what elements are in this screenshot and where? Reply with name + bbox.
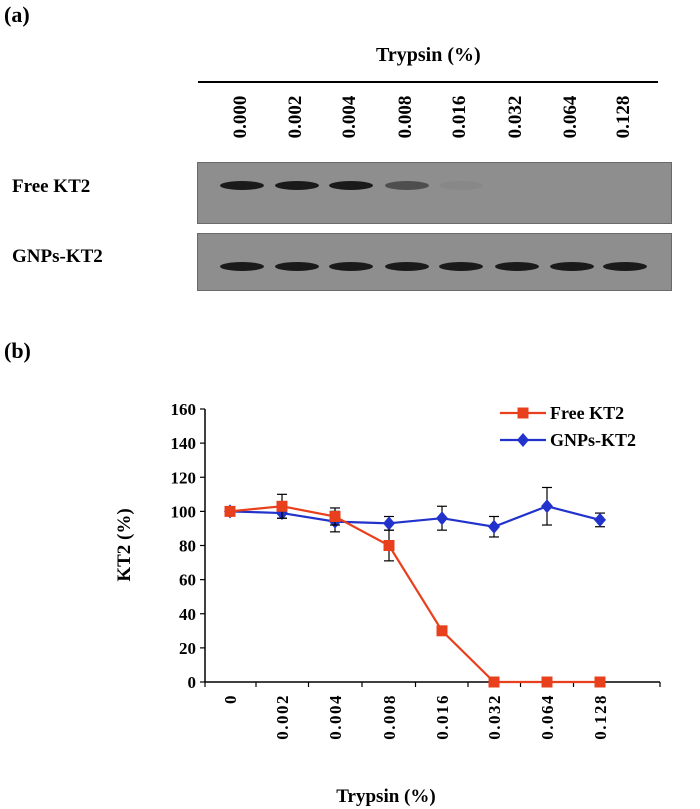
y-tick-label: 0 (188, 673, 197, 692)
blot-band (385, 181, 429, 190)
data-point (436, 511, 448, 526)
blot-band (603, 262, 647, 271)
blot-gnps-kt2 (197, 233, 672, 291)
data-point (541, 499, 553, 514)
data-point (594, 676, 606, 688)
blot-header-line (198, 81, 658, 83)
y-tick-label: 60 (179, 571, 196, 590)
blot-free-kt2 (197, 162, 672, 224)
blot-band (385, 262, 429, 271)
blot-band (220, 262, 264, 271)
panel-b-label: (b) (4, 338, 31, 363)
data-point (224, 505, 236, 517)
data-point (329, 510, 341, 522)
data-point (488, 676, 500, 688)
data-point (541, 676, 553, 688)
y-tick-label: 20 (179, 639, 196, 658)
x-axis-label: Trypsin (%) (336, 786, 435, 807)
row-label-gnps-kt2: GNPs-KT2 (12, 246, 103, 267)
blot-band (550, 262, 594, 271)
data-point (383, 516, 395, 531)
row-label-free-kt2: Free KT2 (12, 176, 91, 197)
blot-band (495, 262, 539, 271)
series-line (229, 505, 601, 528)
panel-a-label: (a) (4, 2, 30, 27)
x-tick-label: 0.032 (485, 694, 504, 740)
y-tick-label: 160 (171, 400, 197, 419)
blot-band (439, 262, 483, 271)
x-tick-label: 0.064 (538, 694, 557, 740)
x-tick-label: 0.016 (433, 694, 452, 740)
data-point (383, 540, 395, 551)
y-tick-label: 40 (179, 605, 196, 624)
legend-marker (517, 433, 529, 447)
x-tick-label: 0 (221, 694, 240, 704)
blot-header: Trypsin (%) (376, 44, 481, 66)
blot-band (275, 262, 319, 271)
x-tick-label: 0.008 (380, 694, 399, 740)
x-tick-label: 0.004 (326, 694, 345, 740)
y-tick-label: 140 (171, 434, 197, 453)
blot-band (329, 262, 373, 271)
y-tick-label: 100 (171, 502, 197, 521)
data-point (436, 625, 448, 637)
series-line (229, 505, 600, 684)
legend-label: Free KT2 (550, 403, 624, 423)
y-tick-label: 120 (171, 468, 197, 487)
data-point (488, 519, 500, 534)
blot-band (275, 181, 319, 190)
x-tick-label: 0.128 (591, 694, 610, 740)
legend-label: GNPs-KT2 (550, 430, 636, 450)
series-free-kt2 (224, 493, 606, 688)
data-point (594, 512, 606, 527)
legend-marker (517, 407, 529, 419)
y-tick-label: 80 (179, 537, 196, 556)
data-point (276, 500, 288, 512)
blot-band (329, 181, 373, 190)
x-tick-label: 0.002 (273, 694, 292, 740)
y-axis-label: KT2 (%) (114, 508, 135, 581)
blot-band (220, 181, 264, 190)
blot-band (439, 181, 483, 190)
